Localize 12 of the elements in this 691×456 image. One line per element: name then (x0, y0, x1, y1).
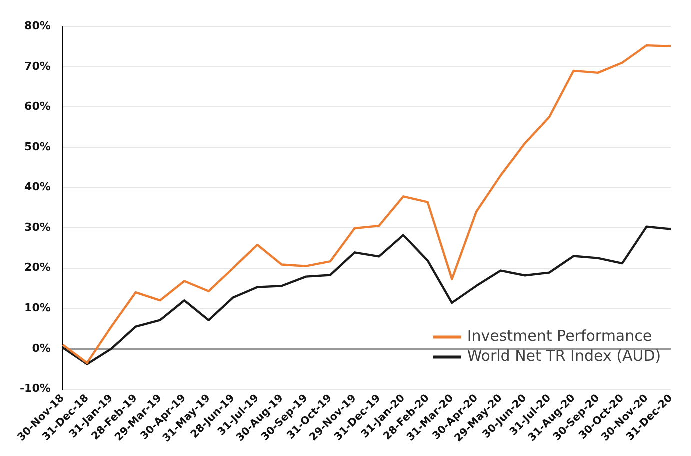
y-tick-label: 30% (24, 220, 51, 234)
y-tick-label: 80% (24, 19, 51, 32)
y-tick-label: 0% (32, 342, 51, 355)
y-tick-label: 10% (24, 302, 51, 315)
legend-label: Investment Performance (467, 327, 652, 346)
y-tick-label: 20% (24, 261, 51, 274)
y-tick-label: 40% (24, 180, 51, 194)
y-tick-label: 70% (24, 60, 51, 73)
y-tick-label: -10% (20, 382, 51, 396)
legend-label: World Net TR Index (AUD) (467, 347, 662, 366)
y-tick-label: 60% (24, 100, 51, 114)
y-tick-label: 50% (24, 140, 51, 154)
